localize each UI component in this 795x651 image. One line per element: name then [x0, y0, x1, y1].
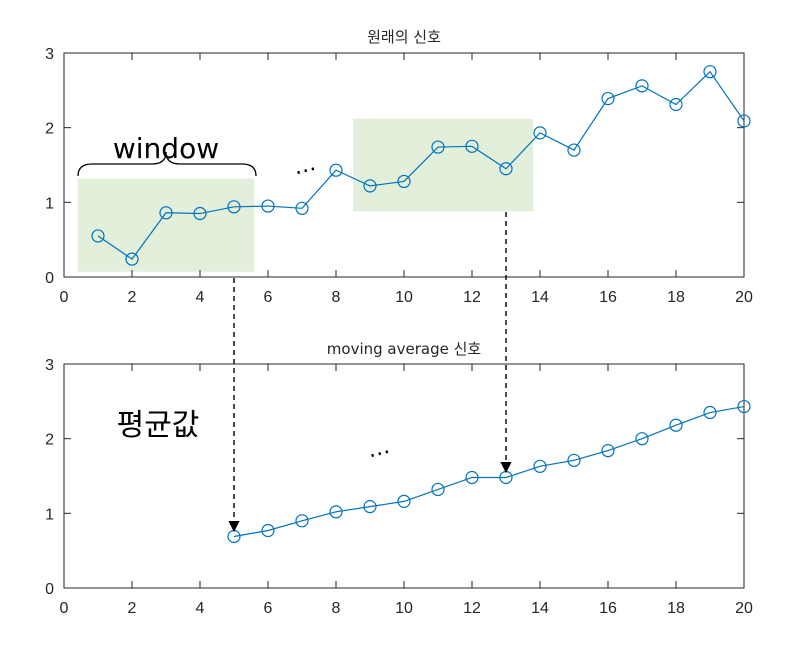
- top-data-point: [193, 206, 207, 221]
- top-x-tick-label: 18: [667, 289, 685, 306]
- top-x-tick-label: 16: [599, 289, 617, 306]
- bottom-data-point: [669, 418, 683, 432]
- top-data-point: [295, 201, 309, 215]
- top-data-point: [567, 143, 581, 157]
- window-brace: [77, 151, 257, 177]
- bottom-x-tick-label: 16: [599, 600, 617, 617]
- top-data-point: [329, 163, 343, 177]
- top-data-point: [703, 65, 717, 79]
- top-data-point: [91, 229, 105, 243]
- top-y-tick-label: 3: [45, 46, 54, 63]
- bottom-data-point: [465, 470, 479, 485]
- top-data-point: [227, 200, 241, 214]
- bottom-data-point: [533, 459, 547, 473]
- bottom-x-tick-label: 4: [196, 600, 205, 617]
- mean-label: 평균값: [117, 408, 200, 443]
- bottom-data-point: [635, 432, 649, 446]
- top-data-point: [669, 97, 683, 112]
- bottom-x-tick-label: 10: [395, 600, 413, 617]
- top-data-point: [125, 252, 139, 266]
- top-y-tick-label: 1: [45, 195, 54, 212]
- window-label: window: [113, 132, 219, 165]
- top-data-point: [431, 140, 445, 154]
- moving-average-series: [227, 399, 751, 544]
- top-data-point: [635, 79, 649, 93]
- top-data-point: [397, 174, 411, 189]
- bottom-x-tick-label: 8: [332, 600, 341, 617]
- bottom-data-point: [397, 494, 411, 508]
- bottom-data-point: [567, 453, 581, 467]
- top-x-tick-label: 2: [128, 289, 137, 306]
- bottom-x-tick-label: 0: [60, 600, 69, 617]
- top-x-tick-label: 14: [531, 289, 549, 306]
- bottom-series-line: [233, 405, 745, 538]
- top-data-point: [159, 206, 173, 220]
- bottom-y-tick-label: 2: [45, 432, 54, 449]
- bottom-y-tick-label: 0: [45, 581, 54, 598]
- bottom-data-point: [601, 444, 615, 458]
- bottom-data-point: [737, 399, 751, 414]
- bottom-data-point: [431, 482, 445, 497]
- top-data-point: [465, 139, 479, 153]
- bottom-data-point: [703, 405, 717, 420]
- bottom-data-point: [295, 514, 309, 528]
- bottom-x-tick-label: 12: [463, 600, 481, 617]
- bottom-data-point: [329, 505, 343, 519]
- window-boxes: [77, 118, 534, 272]
- top-x-tick-label: 4: [196, 289, 205, 306]
- bottom-x-tick-label: 18: [667, 600, 685, 617]
- bottom-plot-title: moving average 신호: [327, 340, 482, 358]
- bottom-data-point: [363, 500, 377, 514]
- top-x-tick-label: 6: [264, 289, 273, 306]
- bottom-x-tick-label: 14: [531, 600, 549, 617]
- top-ellipsis: …: [291, 151, 318, 181]
- top-x-tick-label: 8: [332, 289, 341, 306]
- bottom-y-tick-label: 3: [45, 357, 54, 374]
- window-box-2: [353, 118, 534, 212]
- top-y-tick-label: 2: [45, 121, 54, 138]
- original-signal-series: [91, 65, 751, 266]
- top-x-tick-label: 12: [463, 289, 481, 306]
- top-data-point: [601, 91, 615, 106]
- top-y-tick-label: 0: [45, 270, 54, 287]
- bottom-x-tick-label: 2: [128, 600, 137, 617]
- top-data-point: [261, 199, 275, 213]
- bottom-x-tick-label: 6: [264, 600, 273, 617]
- top-x-tick-label: 0: [60, 289, 69, 306]
- top-data-point: [499, 162, 513, 176]
- top-plot-title: 원래의 신호: [367, 28, 441, 46]
- top-data-point: [737, 114, 751, 128]
- bottom-data-point: [261, 523, 275, 538]
- bottom-x-tick-label: 20: [735, 600, 753, 617]
- window-box-1: [77, 178, 255, 272]
- bottom-axes-frame: [63, 363, 745, 589]
- top-x-tick-label: 20: [735, 289, 753, 306]
- top-data-point: [363, 179, 377, 193]
- top-data-point: [533, 126, 547, 140]
- bottom-ellipsis: …: [365, 434, 392, 464]
- top-x-tick-label: 10: [395, 289, 413, 306]
- bottom-y-tick-label: 1: [45, 506, 54, 523]
